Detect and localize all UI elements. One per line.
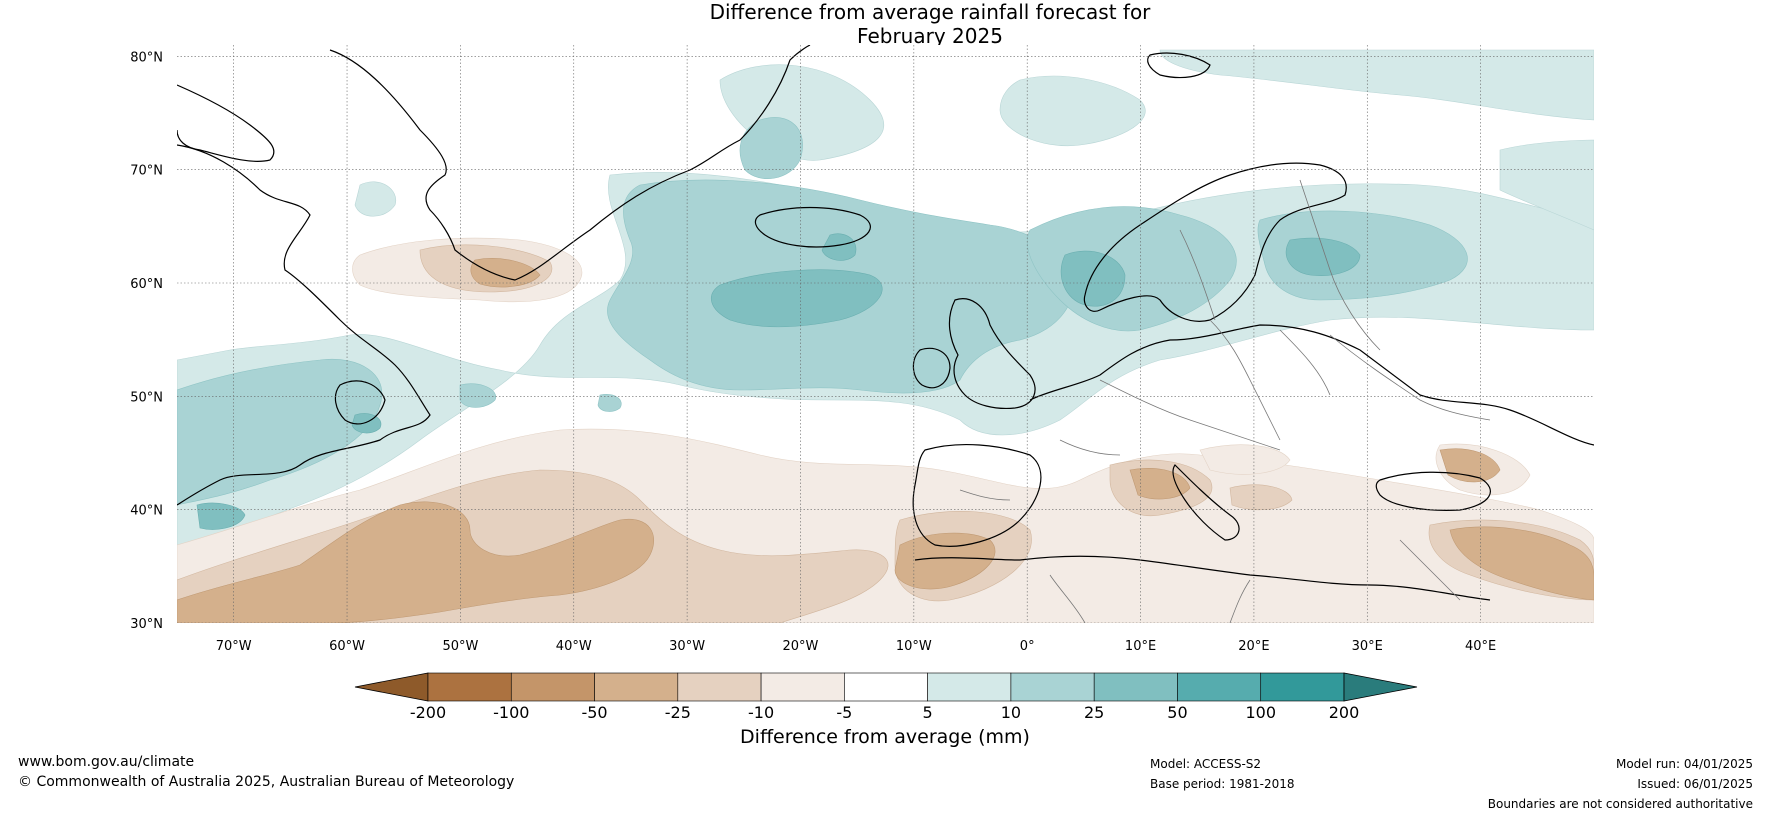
longitude-label: 10°E [1125,639,1156,654]
latitude-label: 60°N [130,277,163,292]
longitude-labels: 70°W 60°W 50°W 40°W 30°W 20°W 10°W 0° 10°E 20°E 30… [216,639,1497,654]
colorbar-segment [594,672,679,702]
longitude-label: 70°W [216,639,252,654]
base-period-label: Base period: 1981-2018 [1150,777,1295,791]
longitude-label: 50°W [442,639,478,654]
colorbar-segment [1093,672,1178,702]
baffin-coast [177,84,275,162]
copyright-text: © Commonwealth of Australia 2025, Austra… [18,774,515,790]
svalbard-coast [1147,52,1211,79]
longitude-label: 20°W [783,639,819,654]
colorbar-segment [760,672,845,702]
newfoundland-coast [334,380,386,425]
colorbar-tick-label: 5 [923,703,933,722]
colorbar-segment [1177,672,1262,702]
canada-coast [177,144,431,506]
colorbar-tick-label: 10 [1001,703,1021,722]
latitude-label: 30°N [130,617,163,632]
colorbar-segment [510,672,595,702]
colorbar-tick-label: 25 [1084,703,1104,722]
colorbar-tick-label: -200 [410,703,446,722]
ireland-coast [912,347,951,389]
country-boundaries [959,179,1491,623]
colorbar: -200 -100 -50 -25 -10 -5 5 10 25 50 100 200 [354,672,1418,722]
longitude-label: 30°E [1352,639,1383,654]
title-line-1: Difference from average rainfall forecas… [709,0,1151,24]
longitude-label: 10°W [896,639,932,654]
wet-anomaly-strong [196,233,1361,530]
colorbar-tick-label: -50 [581,703,607,722]
italy-coast [1172,464,1240,541]
coastlines [177,45,1594,601]
north-africa-coast [914,555,1491,601]
colorbar-tick-label: 50 [1167,703,1187,722]
colorbar-tick-label: -5 [836,703,852,722]
colorbar-segment [1010,672,1095,702]
latitude-label: 50°N [130,390,163,405]
latitude-label: 40°N [130,504,163,519]
iceland-coast [754,206,871,248]
colorbar-segment [677,672,762,702]
british-isles-coast [948,298,1036,410]
model-run-label: Model run: 04/01/2025 [1615,757,1753,771]
latitude-label: 70°N [130,164,163,179]
issued-label: Issued: 06/01/2025 [1637,777,1753,791]
colorbar-extend-low [354,672,429,702]
colorbar-segment [844,672,928,702]
colorbar-tick-label: -10 [748,703,774,722]
title-line-2: February 2025 [857,24,1003,48]
longitude-label: 0° [1020,639,1035,654]
black-sea-coast [1375,471,1491,511]
colorbar-segment [427,672,512,702]
longitude-label: 30°W [669,639,705,654]
longitude-label: 40°W [556,639,592,654]
colorbar-extend-high [1343,672,1418,702]
latitude-label: 80°N [130,50,163,65]
latitude-labels: 80°N 70°N 60°N 50°N 40°N 30°N [130,50,163,632]
longitude-label: 60°W [329,639,365,654]
colorbar-tick-label: -25 [665,703,691,722]
europe-coast [1029,324,1594,446]
dry-anomaly-strong [177,258,1594,623]
colorbar-tick-label: -100 [493,703,529,722]
map-title: Difference from average rainfall forecas… [600,0,1260,48]
website-link[interactable]: www.bom.gov.au/climate [18,754,195,770]
iberia-coast [912,443,1042,547]
graticule [177,45,1594,623]
greenland-coast [329,45,811,281]
model-label: Model: ACCESS-S2 [1150,757,1262,771]
colorbar-segment [927,672,1012,702]
colorbar-tick-label: 200 [1329,703,1360,722]
longitude-label: 40°E [1465,639,1496,654]
map-area [177,45,1594,623]
colorbar-tick-label: 100 [1245,703,1276,722]
colorbar-segment [1260,672,1345,702]
colorbar-caption: Difference from average (mm) [740,726,1030,748]
longitude-label: 20°E [1238,639,1269,654]
scandinavia-coast [1083,162,1347,322]
disclaimer-text: Boundaries are not considered authoritat… [1487,797,1753,811]
